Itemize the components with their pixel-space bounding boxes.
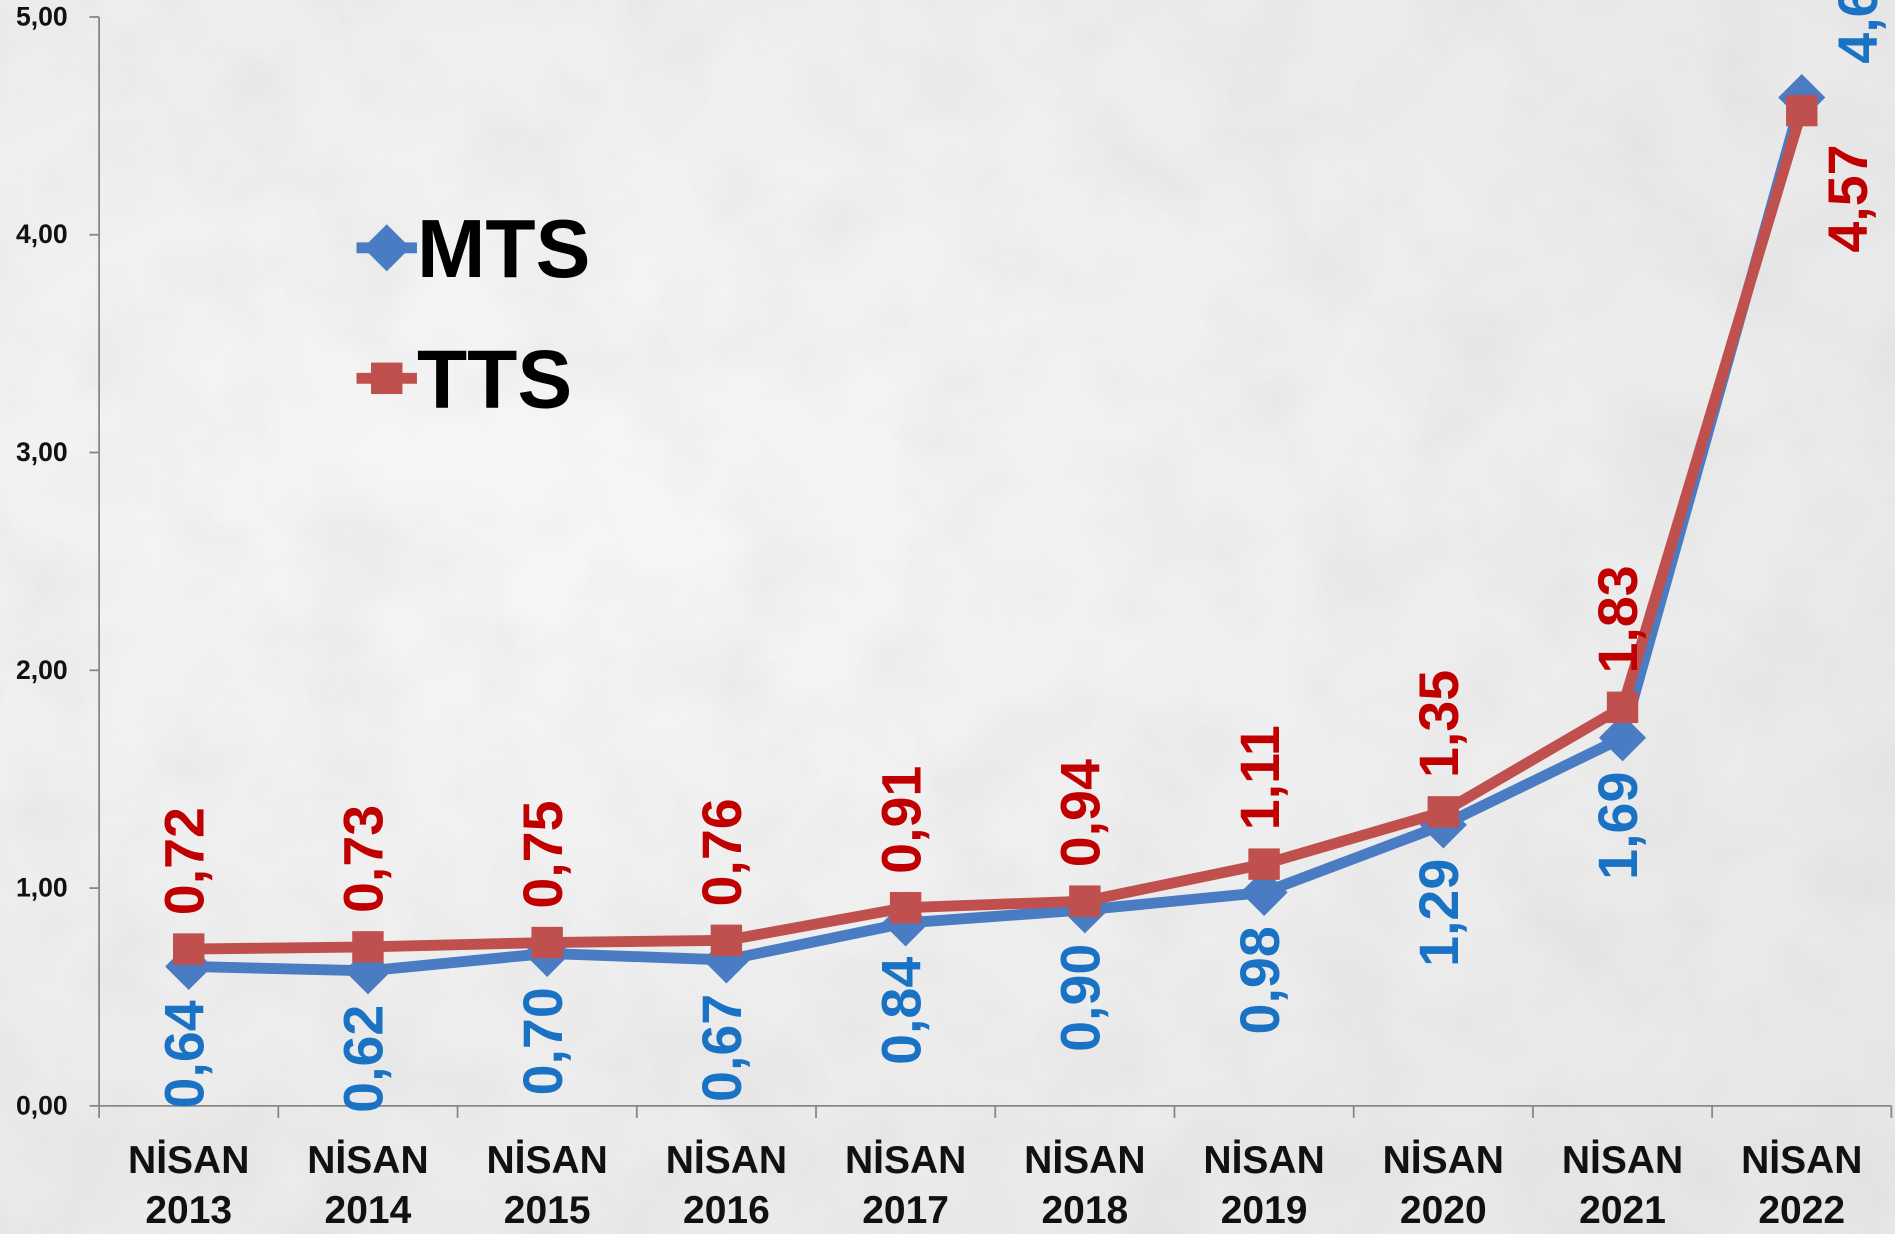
x-tick-label: NİSAN 2016 (665, 1139, 788, 1233)
marker (1069, 885, 1101, 917)
data-label: 0,64 (153, 1000, 215, 1108)
marker (710, 924, 743, 957)
legend-label: MTS (417, 204, 590, 295)
x-tick-label: NİSAN 2021 (1561, 1139, 1684, 1233)
data-label: 0,73 (333, 805, 395, 913)
data-label: 0,62 (333, 1005, 395, 1113)
data-label: 1,35 (1408, 670, 1470, 778)
x-tick-label: NİSAN 2014 (307, 1139, 429, 1233)
data-label: 0,72 (153, 807, 215, 915)
y-tick-label: 3,00 (16, 437, 68, 467)
marker (1606, 691, 1639, 724)
data-label: 0,98 (1229, 926, 1291, 1034)
data-label: 1,11 (1229, 725, 1291, 830)
y-tick-label: 2,00 (16, 655, 68, 685)
legend-label: TTS (417, 334, 572, 425)
data-label: 0,90 (1050, 944, 1112, 1052)
y-tick-label: 0,00 (16, 1090, 68, 1120)
x-tick-label: NİSAN 2022 (1741, 1139, 1863, 1233)
data-label: 0,84 (870, 957, 932, 1065)
x-tick-label: NİSAN 2013 (128, 1139, 250, 1233)
marker (363, 224, 411, 272)
marker (1786, 94, 1818, 127)
series-line (188, 96, 1807, 977)
data-label: 0,70 (512, 987, 574, 1095)
series-line (188, 109, 1807, 955)
data-label: 0,94 (1050, 759, 1112, 867)
x-tick-label: NİSAN 2020 (1382, 1139, 1504, 1233)
marker (371, 362, 403, 395)
data-label: 0,91 (870, 766, 932, 874)
x-tick-label: NİSAN 2018 (1024, 1139, 1146, 1233)
marker (1427, 796, 1460, 828)
marker (1240, 868, 1288, 916)
y-tick-label: 4,00 (16, 219, 68, 249)
x-tick-label: NİSAN 2017 (844, 1139, 967, 1233)
marker (1598, 714, 1647, 762)
data-label: 4,63 (1827, 0, 1889, 64)
marker (531, 926, 563, 959)
data-label: 1,69 (1587, 772, 1649, 880)
marker (1248, 848, 1280, 880)
y-tick-label: 5,00 (16, 1, 68, 31)
data-label: 4,57 (1817, 144, 1879, 252)
x-tick-label: NİSAN 2015 (486, 1139, 608, 1233)
data-label: 1,83 (1587, 565, 1649, 673)
data-label: 0,75 (512, 801, 574, 909)
y-tick-label: 1,00 (16, 873, 68, 903)
data-label: 0,67 (691, 994, 753, 1102)
marker (352, 931, 384, 963)
data-label: 1,29 (1408, 859, 1470, 967)
data-label: 0,76 (691, 798, 753, 906)
x-tick-label: NİSAN 2019 (1203, 1139, 1325, 1233)
marker (889, 891, 922, 924)
marker (173, 933, 205, 965)
